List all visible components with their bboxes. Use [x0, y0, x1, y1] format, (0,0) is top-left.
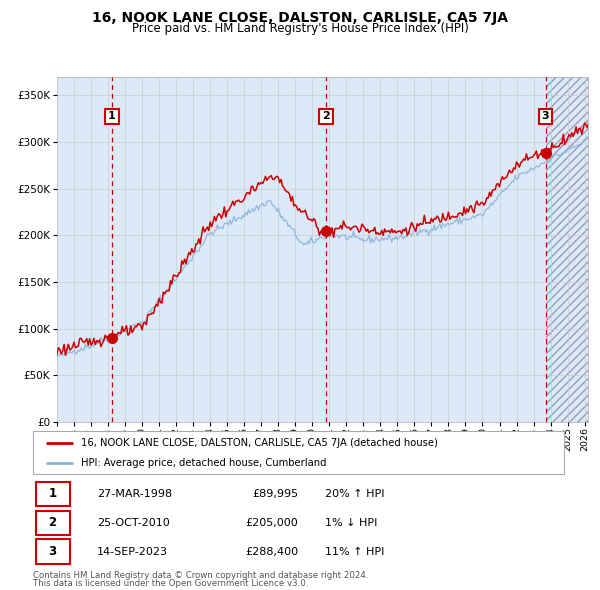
Text: 3: 3 — [542, 112, 550, 122]
FancyBboxPatch shape — [33, 431, 564, 474]
Text: £205,000: £205,000 — [246, 518, 299, 527]
Text: 25-OCT-2010: 25-OCT-2010 — [97, 518, 169, 527]
Text: 14-SEP-2023: 14-SEP-2023 — [97, 546, 168, 556]
Text: 3: 3 — [49, 545, 57, 558]
Text: HPI: Average price, detached house, Cumberland: HPI: Average price, detached house, Cumb… — [81, 458, 326, 468]
Text: £288,400: £288,400 — [245, 546, 299, 556]
Text: 1: 1 — [108, 112, 116, 122]
Text: 11% ↑ HPI: 11% ↑ HPI — [325, 546, 385, 556]
FancyBboxPatch shape — [35, 539, 70, 564]
Text: 16, NOOK LANE CLOSE, DALSTON, CARLISLE, CA5 7JA: 16, NOOK LANE CLOSE, DALSTON, CARLISLE, … — [92, 11, 508, 25]
Text: 27-MAR-1998: 27-MAR-1998 — [97, 489, 172, 499]
Text: 20% ↑ HPI: 20% ↑ HPI — [325, 489, 385, 499]
Text: 1% ↓ HPI: 1% ↓ HPI — [325, 518, 377, 527]
Bar — [545, 77, 600, 422]
Text: This data is licensed under the Open Government Licence v3.0.: This data is licensed under the Open Gov… — [33, 579, 308, 588]
Text: 16, NOOK LANE CLOSE, DALSTON, CARLISLE, CA5 7JA (detached house): 16, NOOK LANE CLOSE, DALSTON, CARLISLE, … — [81, 438, 437, 448]
FancyBboxPatch shape — [35, 481, 70, 506]
Text: 2: 2 — [49, 516, 57, 529]
FancyBboxPatch shape — [35, 510, 70, 535]
Text: 2: 2 — [322, 112, 330, 122]
Text: £89,995: £89,995 — [253, 489, 299, 499]
Text: Price paid vs. HM Land Registry's House Price Index (HPI): Price paid vs. HM Land Registry's House … — [131, 22, 469, 35]
Text: Contains HM Land Registry data © Crown copyright and database right 2024.: Contains HM Land Registry data © Crown c… — [33, 571, 368, 580]
Text: 1: 1 — [49, 487, 57, 500]
